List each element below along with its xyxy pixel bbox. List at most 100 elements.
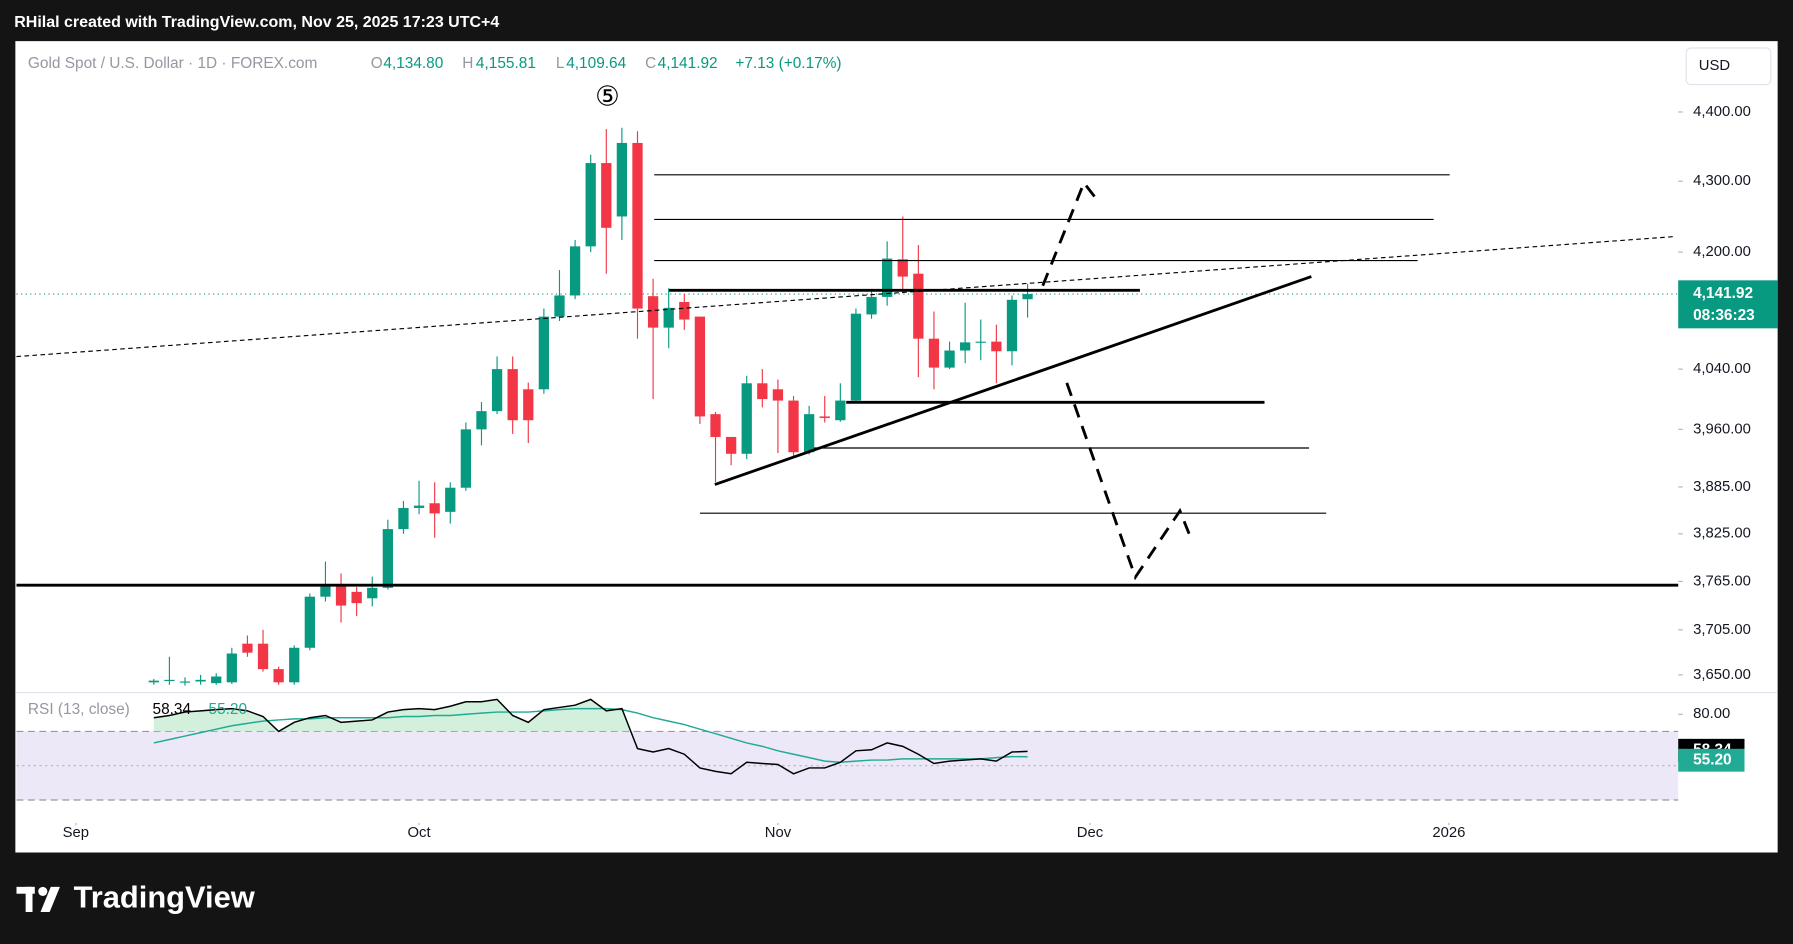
y-tick-label: 4,400.00 bbox=[1693, 104, 1751, 120]
candle-body bbox=[1006, 299, 1018, 352]
projection-down bbox=[1065, 382, 1191, 581]
candle-body bbox=[960, 342, 971, 351]
rising-trendline bbox=[714, 275, 1312, 486]
candle-body bbox=[897, 259, 908, 277]
candle-body bbox=[601, 163, 612, 228]
candle-body bbox=[803, 414, 815, 453]
candle-body bbox=[398, 507, 409, 530]
candle-body bbox=[367, 587, 378, 599]
candle-body bbox=[523, 389, 534, 421]
y-tick-label: 3,960.00 bbox=[1693, 421, 1751, 437]
candle-body bbox=[866, 296, 877, 315]
candle-body bbox=[882, 258, 893, 297]
candle-body bbox=[819, 416, 830, 418]
candle-body bbox=[148, 680, 159, 683]
change: +7.13 (+0.17%) bbox=[735, 55, 841, 72]
candle-body bbox=[991, 341, 1002, 352]
candle-body bbox=[257, 643, 269, 670]
candle-body bbox=[179, 681, 191, 683]
ohlc-value: 4,134.80 bbox=[383, 55, 443, 72]
currency-button[interactable] bbox=[1685, 47, 1772, 86]
rsi-badge bbox=[1678, 748, 1745, 772]
candle-body bbox=[585, 163, 596, 247]
candle-body bbox=[351, 591, 362, 604]
candle-body bbox=[632, 142, 643, 309]
candle-body bbox=[460, 429, 472, 488]
candle-body bbox=[928, 338, 940, 368]
candle-body bbox=[211, 676, 222, 684]
rsi-pane bbox=[15, 692, 1778, 801]
candle-body bbox=[850, 313, 862, 401]
candle-body bbox=[491, 369, 503, 412]
legend: Gold Spot / U.S. Dollar · 1D · FOREX.com bbox=[28, 55, 317, 72]
attribution: RHilal created with TradingView.com, Nov… bbox=[14, 14, 499, 31]
rsi-legend-value: 58.34 bbox=[152, 701, 191, 718]
rsi-badge-label: 55.20 bbox=[1693, 751, 1732, 768]
candle-body bbox=[975, 341, 986, 343]
candle-body bbox=[679, 302, 690, 320]
candle-body bbox=[757, 383, 768, 400]
candle-body bbox=[164, 679, 175, 681]
candle-body bbox=[772, 389, 784, 401]
x-tick-label: Nov bbox=[765, 825, 792, 841]
candle-body bbox=[507, 369, 518, 421]
last-price-badge bbox=[1678, 280, 1778, 329]
ohlc-legend: O 4,134.80 H 4,155.81 L 4,109.64 C 4,141… bbox=[371, 55, 842, 72]
candle-body bbox=[944, 350, 955, 368]
last-price-label: 4,141.92 bbox=[1693, 285, 1753, 302]
candle-body bbox=[741, 383, 752, 454]
candle-body bbox=[569, 246, 581, 296]
rsi-line bbox=[153, 698, 1028, 775]
y-tick-label: 4,200.00 bbox=[1693, 244, 1751, 260]
candle-body bbox=[413, 505, 425, 508]
ohlc-letter: L bbox=[556, 55, 565, 72]
dashed-trendline bbox=[16, 236, 1675, 358]
rsi-title: RSI (13, close) bbox=[28, 701, 130, 718]
candle-body bbox=[913, 273, 924, 339]
candle-body bbox=[835, 400, 846, 421]
candle-body bbox=[788, 400, 799, 453]
candle-body bbox=[725, 436, 737, 454]
ohlc-value: 4,109.64 bbox=[566, 55, 626, 72]
candle-body bbox=[663, 307, 674, 328]
logo-icon bbox=[16, 886, 60, 912]
candle-body bbox=[382, 529, 393, 588]
x-tick-label: Sep bbox=[63, 825, 89, 841]
candle-body bbox=[554, 295, 565, 317]
currency: USD bbox=[1699, 58, 1731, 74]
candle-body bbox=[304, 596, 315, 648]
candle-body bbox=[710, 414, 721, 437]
x-tick-label: 2026 bbox=[1432, 825, 1465, 841]
candle-body bbox=[289, 647, 300, 683]
candle-body bbox=[226, 653, 237, 683]
y-tick-label: 4,300.00 bbox=[1693, 173, 1751, 189]
price-pane bbox=[16, 127, 1679, 686]
countdown: 08:36:23 bbox=[1693, 307, 1755, 324]
candle-body bbox=[242, 643, 253, 653]
candle-body bbox=[273, 669, 284, 683]
y-tick-label: 3,705.00 bbox=[1693, 622, 1751, 638]
ohlc-value: 4,155.81 bbox=[476, 55, 536, 72]
drawings bbox=[16, 174, 1679, 587]
footer bbox=[0, 852, 1793, 944]
y-tick-label: 3,765.00 bbox=[1693, 573, 1751, 589]
candle-body bbox=[538, 316, 550, 390]
wave-label: ⑤ bbox=[595, 81, 620, 112]
rsi-legend-value: 55.20 bbox=[209, 701, 248, 718]
y-tick-label: 3,650.00 bbox=[1693, 667, 1751, 683]
candle-body bbox=[694, 316, 706, 417]
x-tick-label: Dec bbox=[1077, 825, 1104, 841]
candle-body bbox=[445, 487, 456, 512]
y-tick-label: 3,885.00 bbox=[1693, 479, 1751, 495]
y-tick-label: 4,040.00 bbox=[1693, 361, 1751, 377]
overbought-fill bbox=[153, 699, 1028, 732]
candle-body bbox=[429, 503, 440, 514]
x-tick-label: Oct bbox=[408, 825, 432, 841]
candle-body bbox=[335, 585, 347, 606]
ohlc-letter: C bbox=[645, 55, 656, 72]
ohlc-value: 4,141.92 bbox=[658, 55, 718, 72]
candle-body bbox=[195, 679, 206, 682]
candle-body bbox=[1022, 294, 1033, 300]
